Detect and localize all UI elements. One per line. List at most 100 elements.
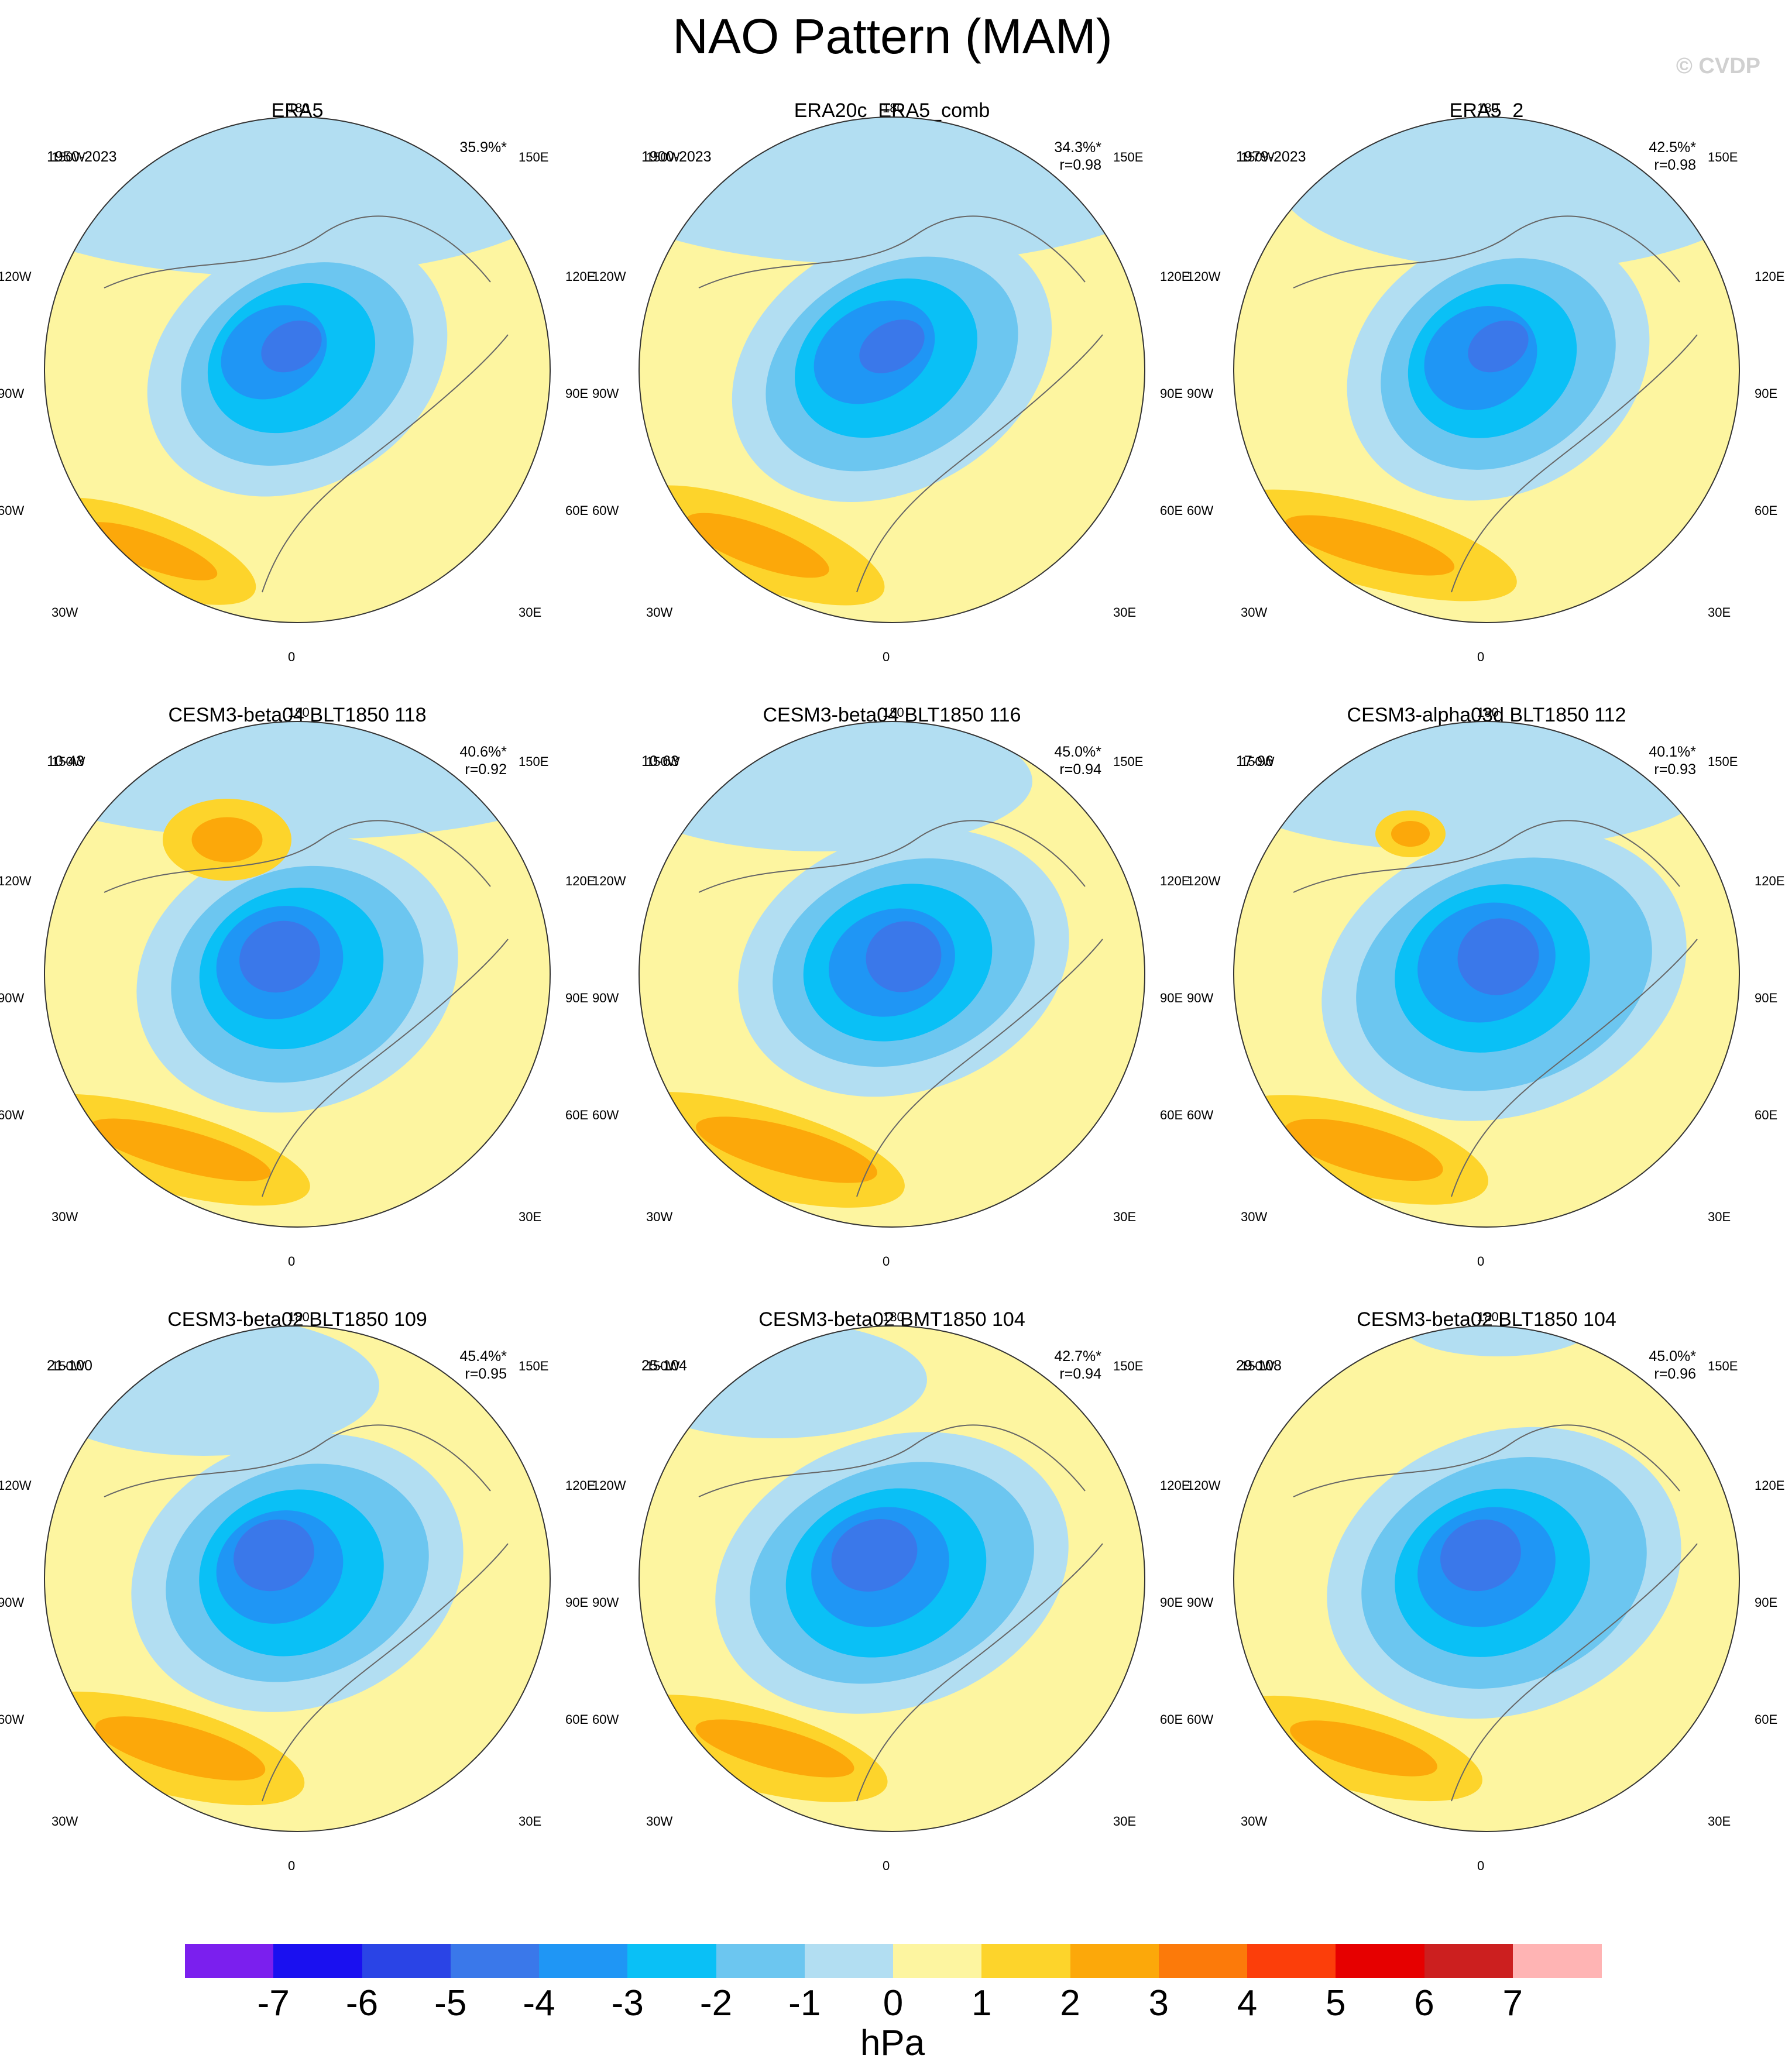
longitude-label: 90E xyxy=(1755,386,1778,401)
longitude-label: 30E xyxy=(1708,1209,1731,1224)
colorbar-swatch xyxy=(1512,1944,1602,1978)
longitude-label: 180 xyxy=(1477,1310,1499,1324)
figure-title: NAO Pattern (MAM) xyxy=(672,9,1113,64)
longitude-label: 120W xyxy=(592,874,626,888)
colorbar-tick-label: -5 xyxy=(434,1983,467,2023)
colorbar-swatch xyxy=(362,1944,451,1978)
longitude-label: 0 xyxy=(288,650,296,664)
high-contour-2 xyxy=(1290,1720,1437,1777)
longitude-label: 90E xyxy=(1160,991,1183,1005)
longitude-label: 150W xyxy=(52,150,85,164)
colorbar-swatch xyxy=(273,1944,362,1978)
colorbar-tick-label: 2 xyxy=(1060,1983,1080,2023)
coastline xyxy=(698,215,1103,593)
longitude-label: 120W xyxy=(0,1478,32,1493)
colorbar-tick-label: -6 xyxy=(345,1983,379,2023)
high-contour-2 xyxy=(1284,515,1455,576)
colorbar xyxy=(185,1944,1602,1978)
longitude-label: 30W xyxy=(646,1814,673,1829)
longitude-label: 60E xyxy=(1755,1712,1778,1727)
low-contour-4 xyxy=(239,920,320,993)
coastline xyxy=(1293,215,1698,593)
units-label: hPa xyxy=(860,2023,925,2063)
polar-map xyxy=(1233,721,1740,1228)
low-contour-4 xyxy=(859,319,925,373)
variance-explained: 42.5%* xyxy=(1649,139,1696,156)
longitude-label: 60W xyxy=(592,503,619,518)
longitude-label: 90W xyxy=(0,386,25,401)
pattern-correlation: r=0.98 xyxy=(1654,157,1696,173)
longitude-label: 60W xyxy=(1187,503,1214,518)
high-contour-2 xyxy=(84,522,218,580)
colorbar-swatch xyxy=(450,1944,540,1978)
longitude-label: 60E xyxy=(1755,503,1778,518)
longitude-label: 90E xyxy=(1160,386,1183,401)
variance-explained: 40.6%* xyxy=(459,744,507,760)
map-border xyxy=(639,721,1145,1228)
longitude-label: 120W xyxy=(1187,1478,1221,1493)
pattern-correlation: r=0.92 xyxy=(465,761,507,778)
longitude-label: 180 xyxy=(883,705,904,720)
longitude-label: 60W xyxy=(1187,1108,1214,1122)
longitude-label: 120E xyxy=(1160,874,1190,888)
low-contour-4 xyxy=(831,1519,918,1592)
longitude-label: 150W xyxy=(1241,1359,1275,1373)
longitude-label: 150E xyxy=(519,1359,549,1373)
longitude-label: 120E xyxy=(565,874,596,888)
longitude-label: 60E xyxy=(565,1712,589,1727)
longitude-label: 180 xyxy=(288,101,310,115)
low-contour-4 xyxy=(1440,1519,1521,1592)
map-border xyxy=(1233,116,1740,623)
longitude-label: 120E xyxy=(565,1478,596,1493)
high-contour-2 xyxy=(191,817,263,863)
longitude-label: 0 xyxy=(288,1858,296,1873)
high-contour-2 xyxy=(695,1719,854,1778)
longitude-label: 60E xyxy=(1160,1108,1183,1122)
coastline xyxy=(1293,820,1698,1197)
variance-explained: 34.3%* xyxy=(1054,139,1101,156)
negative-region xyxy=(44,721,550,840)
variance-explained: 45.0%* xyxy=(1054,744,1101,760)
longitude-label: 30W xyxy=(646,1209,673,1224)
longitude-label: 150W xyxy=(646,754,680,769)
period-label: 1979-2023 xyxy=(1236,149,1306,165)
map-panel: CESM3-alpha03d BLT1850 112 17-96 40.1%* r=0… xyxy=(1187,704,1784,1307)
longitude-label: 150W xyxy=(646,150,680,164)
high-contour-2 xyxy=(90,1118,271,1181)
coastline xyxy=(1293,1424,1698,1802)
longitude-label: 60W xyxy=(1187,1712,1214,1727)
longitude-label: 150E xyxy=(1708,150,1738,164)
colorbar-swatch xyxy=(1424,1944,1513,1978)
longitude-label: 30W xyxy=(646,605,673,620)
pattern-correlation: r=0.96 xyxy=(1654,1366,1696,1382)
period-label: 10-43 xyxy=(47,753,84,769)
longitude-label: 180 xyxy=(1477,101,1499,115)
colorbar-tick-label: 7 xyxy=(1502,1983,1523,2023)
longitude-label: 90E xyxy=(565,386,589,401)
longitude-label: 150E xyxy=(519,754,549,769)
longitude-label: 90W xyxy=(592,991,619,1005)
longitude-label: 180 xyxy=(883,101,904,115)
longitude-label: 0 xyxy=(288,1254,296,1269)
colorbar-tick-label: 1 xyxy=(972,1983,992,2023)
longitude-label: 120E xyxy=(1160,269,1190,284)
longitude-label: 0 xyxy=(1477,1254,1485,1269)
colorbar-swatch xyxy=(716,1944,805,1978)
longitude-label: 180 xyxy=(883,1310,904,1324)
longitude-label: 120W xyxy=(0,874,32,888)
period-label: 29-108 xyxy=(1236,1358,1282,1374)
variance-explained: 35.9%* xyxy=(459,139,507,156)
period-label: 1950-2023 xyxy=(47,149,117,165)
longitude-label: 90E xyxy=(565,991,589,1005)
map-panel: CESM3-beta02 BLT1850 104 29-108 45.0%* r=0.… xyxy=(1187,1308,1784,1911)
longitude-label: 90W xyxy=(1187,1595,1214,1610)
low-contour-4 xyxy=(1457,918,1539,995)
colorbar-tick-label: 0 xyxy=(883,1983,904,2023)
polar-map xyxy=(44,1325,551,1832)
coastline xyxy=(698,820,1103,1197)
map-border xyxy=(639,116,1145,623)
low-contour-4 xyxy=(261,320,322,373)
period-label: 1900-2023 xyxy=(641,149,712,165)
map-panel: ERA20c_ERA5_comb 1900-2023 34.3%* r=0.98 180… xyxy=(592,99,1190,702)
high-contour-2 xyxy=(95,1716,266,1781)
